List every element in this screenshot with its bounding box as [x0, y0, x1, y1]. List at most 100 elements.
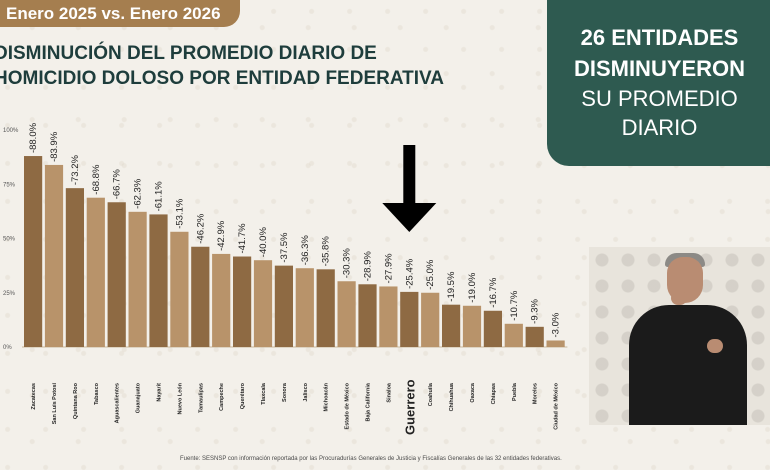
bar-ciudad-de-m-xico — [546, 340, 565, 347]
highlight-arrow-head — [382, 203, 437, 232]
sign-language-interpreter — [589, 247, 770, 425]
bar-san-luis-potos- — [44, 164, 64, 347]
chart-title-line1: DISMINUCIÓN DEL PROMEDIO DIARIO DE — [0, 43, 377, 64]
bar-aguascalientes — [107, 202, 126, 347]
data-label: -83.9% — [49, 131, 60, 162]
category-label: Morelos — [533, 383, 539, 404]
data-label: -66.7% — [112, 169, 123, 200]
category-label: Aguascalientes — [115, 383, 121, 423]
category-label: Estado de México — [345, 382, 351, 429]
category-label: Ciudad de México — [554, 382, 560, 429]
category-label: Sinaloa — [386, 382, 392, 403]
category-label: Jalisco — [303, 382, 309, 401]
data-label: -3.0% — [551, 312, 562, 337]
data-label: -28.9% — [363, 251, 374, 282]
bar-campeche — [212, 253, 231, 347]
data-label: -37.5% — [279, 232, 290, 263]
category-label: Guanajuato — [136, 382, 142, 413]
data-label: -27.9% — [383, 253, 394, 284]
callout-line3: SU PROMEDIO — [581, 86, 738, 111]
category-label: Oaxaca — [470, 382, 476, 403]
bar-estado-de-m-xico — [337, 281, 356, 347]
category-label: Zacatecas — [31, 383, 37, 410]
bar-sonora — [274, 265, 293, 347]
data-label: -9.3% — [530, 298, 541, 323]
category-label: Sonora — [282, 382, 288, 402]
category-label: Baja California — [366, 382, 372, 421]
data-label: -30.3% — [342, 248, 353, 279]
bar-chihuahua — [442, 304, 461, 347]
bar-michoac-n — [316, 269, 335, 347]
bar-zacatecas — [24, 156, 43, 347]
summary-callout: 26 ENTIDADES DISMINUYERON SU PROMEDIO DI… — [547, 0, 770, 166]
data-label: -42.9% — [216, 220, 227, 251]
callout-line2: DISMINUYERON — [573, 56, 746, 81]
interpreter-hand-left — [671, 291, 687, 305]
category-label: Chiapas — [491, 383, 497, 404]
data-label: -88.0% — [28, 122, 39, 153]
y-tick-label: 50% — [3, 237, 16, 243]
bar-coahuila — [421, 292, 440, 347]
data-label: -40.0% — [258, 227, 269, 258]
bar-morelos — [525, 326, 544, 347]
bar-guanajuato — [128, 211, 147, 347]
data-label: -25.0% — [425, 259, 436, 290]
highlight-arrow-shaft — [403, 145, 416, 203]
bar-oaxaca — [462, 305, 482, 347]
interpreter-hand-right — [707, 339, 723, 353]
category-label: Michoacán — [324, 382, 330, 411]
bar-tamaulipas — [191, 246, 210, 347]
category-label: Tlaxcala — [261, 382, 267, 405]
category-label: Nuevo León — [177, 382, 183, 414]
category-label: Tabasco — [94, 382, 100, 405]
category-label: Coahuila — [428, 382, 434, 406]
category-label: Puebla — [512, 382, 518, 401]
category-label: Chihuahua — [449, 382, 455, 411]
data-label: -68.8% — [91, 164, 102, 195]
chart-title: DISMINUCIÓN DEL PROMEDIO DIARIO DE HOMIC… — [0, 41, 540, 91]
y-tick-label: 75% — [3, 182, 16, 188]
data-label: -16.7% — [488, 277, 499, 308]
bar-chart: 100% 75% 50% 25% 0% -88.0% Zacatecas -83.9% San … — [3, 122, 568, 435]
data-label: -35.8% — [321, 236, 332, 267]
y-tick-label: 100% — [3, 128, 19, 134]
category-label: Nayarit — [157, 383, 163, 402]
bar-chiapas — [483, 310, 502, 347]
y-tick-label: 25% — [3, 291, 16, 297]
bar-guerrero — [400, 291, 419, 347]
data-label: -19.5% — [446, 271, 457, 302]
data-label: -62.3% — [133, 178, 144, 209]
callout-line1: 26 ENTIDADES — [580, 25, 739, 50]
category-label: Quintana Roo — [73, 382, 79, 419]
bar-nuevo-le-n — [170, 231, 189, 347]
data-label: -41.7% — [237, 223, 248, 254]
category-label: San Luis Potosí — [52, 383, 58, 425]
category-label: Tamaulipas — [198, 383, 204, 413]
data-label: -73.2% — [70, 155, 81, 186]
category-label: Guerrero — [402, 379, 417, 435]
bar-quintana-roo — [65, 188, 84, 347]
data-label: -19.0% — [467, 272, 478, 303]
bar-quer-taro — [233, 256, 252, 347]
interpreter-body — [629, 305, 747, 425]
data-label: -61.1% — [154, 181, 165, 212]
category-label: Querétaro — [240, 382, 246, 409]
bar-baja-california — [358, 284, 377, 347]
bar-tlaxcala — [253, 260, 273, 347]
bar-jalisco — [295, 268, 314, 347]
chart-title-line2: HOMICIDIO DOLOSO POR ENTIDAD FEDERATIVA — [0, 68, 445, 89]
callout-line4: DIARIO — [621, 115, 698, 140]
source-note: Fuente: SESNSP con información reportada… — [180, 456, 562, 462]
data-label: -46.2% — [195, 213, 206, 244]
date-range-tab: Enero 2025 vs. Enero 2026 — [0, 0, 240, 27]
bar-puebla — [504, 323, 523, 347]
bar-sinaloa — [379, 286, 398, 347]
data-label: -10.7% — [509, 290, 520, 321]
data-label: -36.3% — [300, 235, 311, 266]
bar-nayarit — [149, 214, 168, 347]
category-label: Campeche — [219, 383, 225, 411]
data-label: -25.4% — [404, 258, 415, 289]
bar-tabasco — [86, 197, 105, 347]
data-label: -53.1% — [174, 198, 185, 229]
y-tick-label: 0% — [3, 345, 12, 351]
